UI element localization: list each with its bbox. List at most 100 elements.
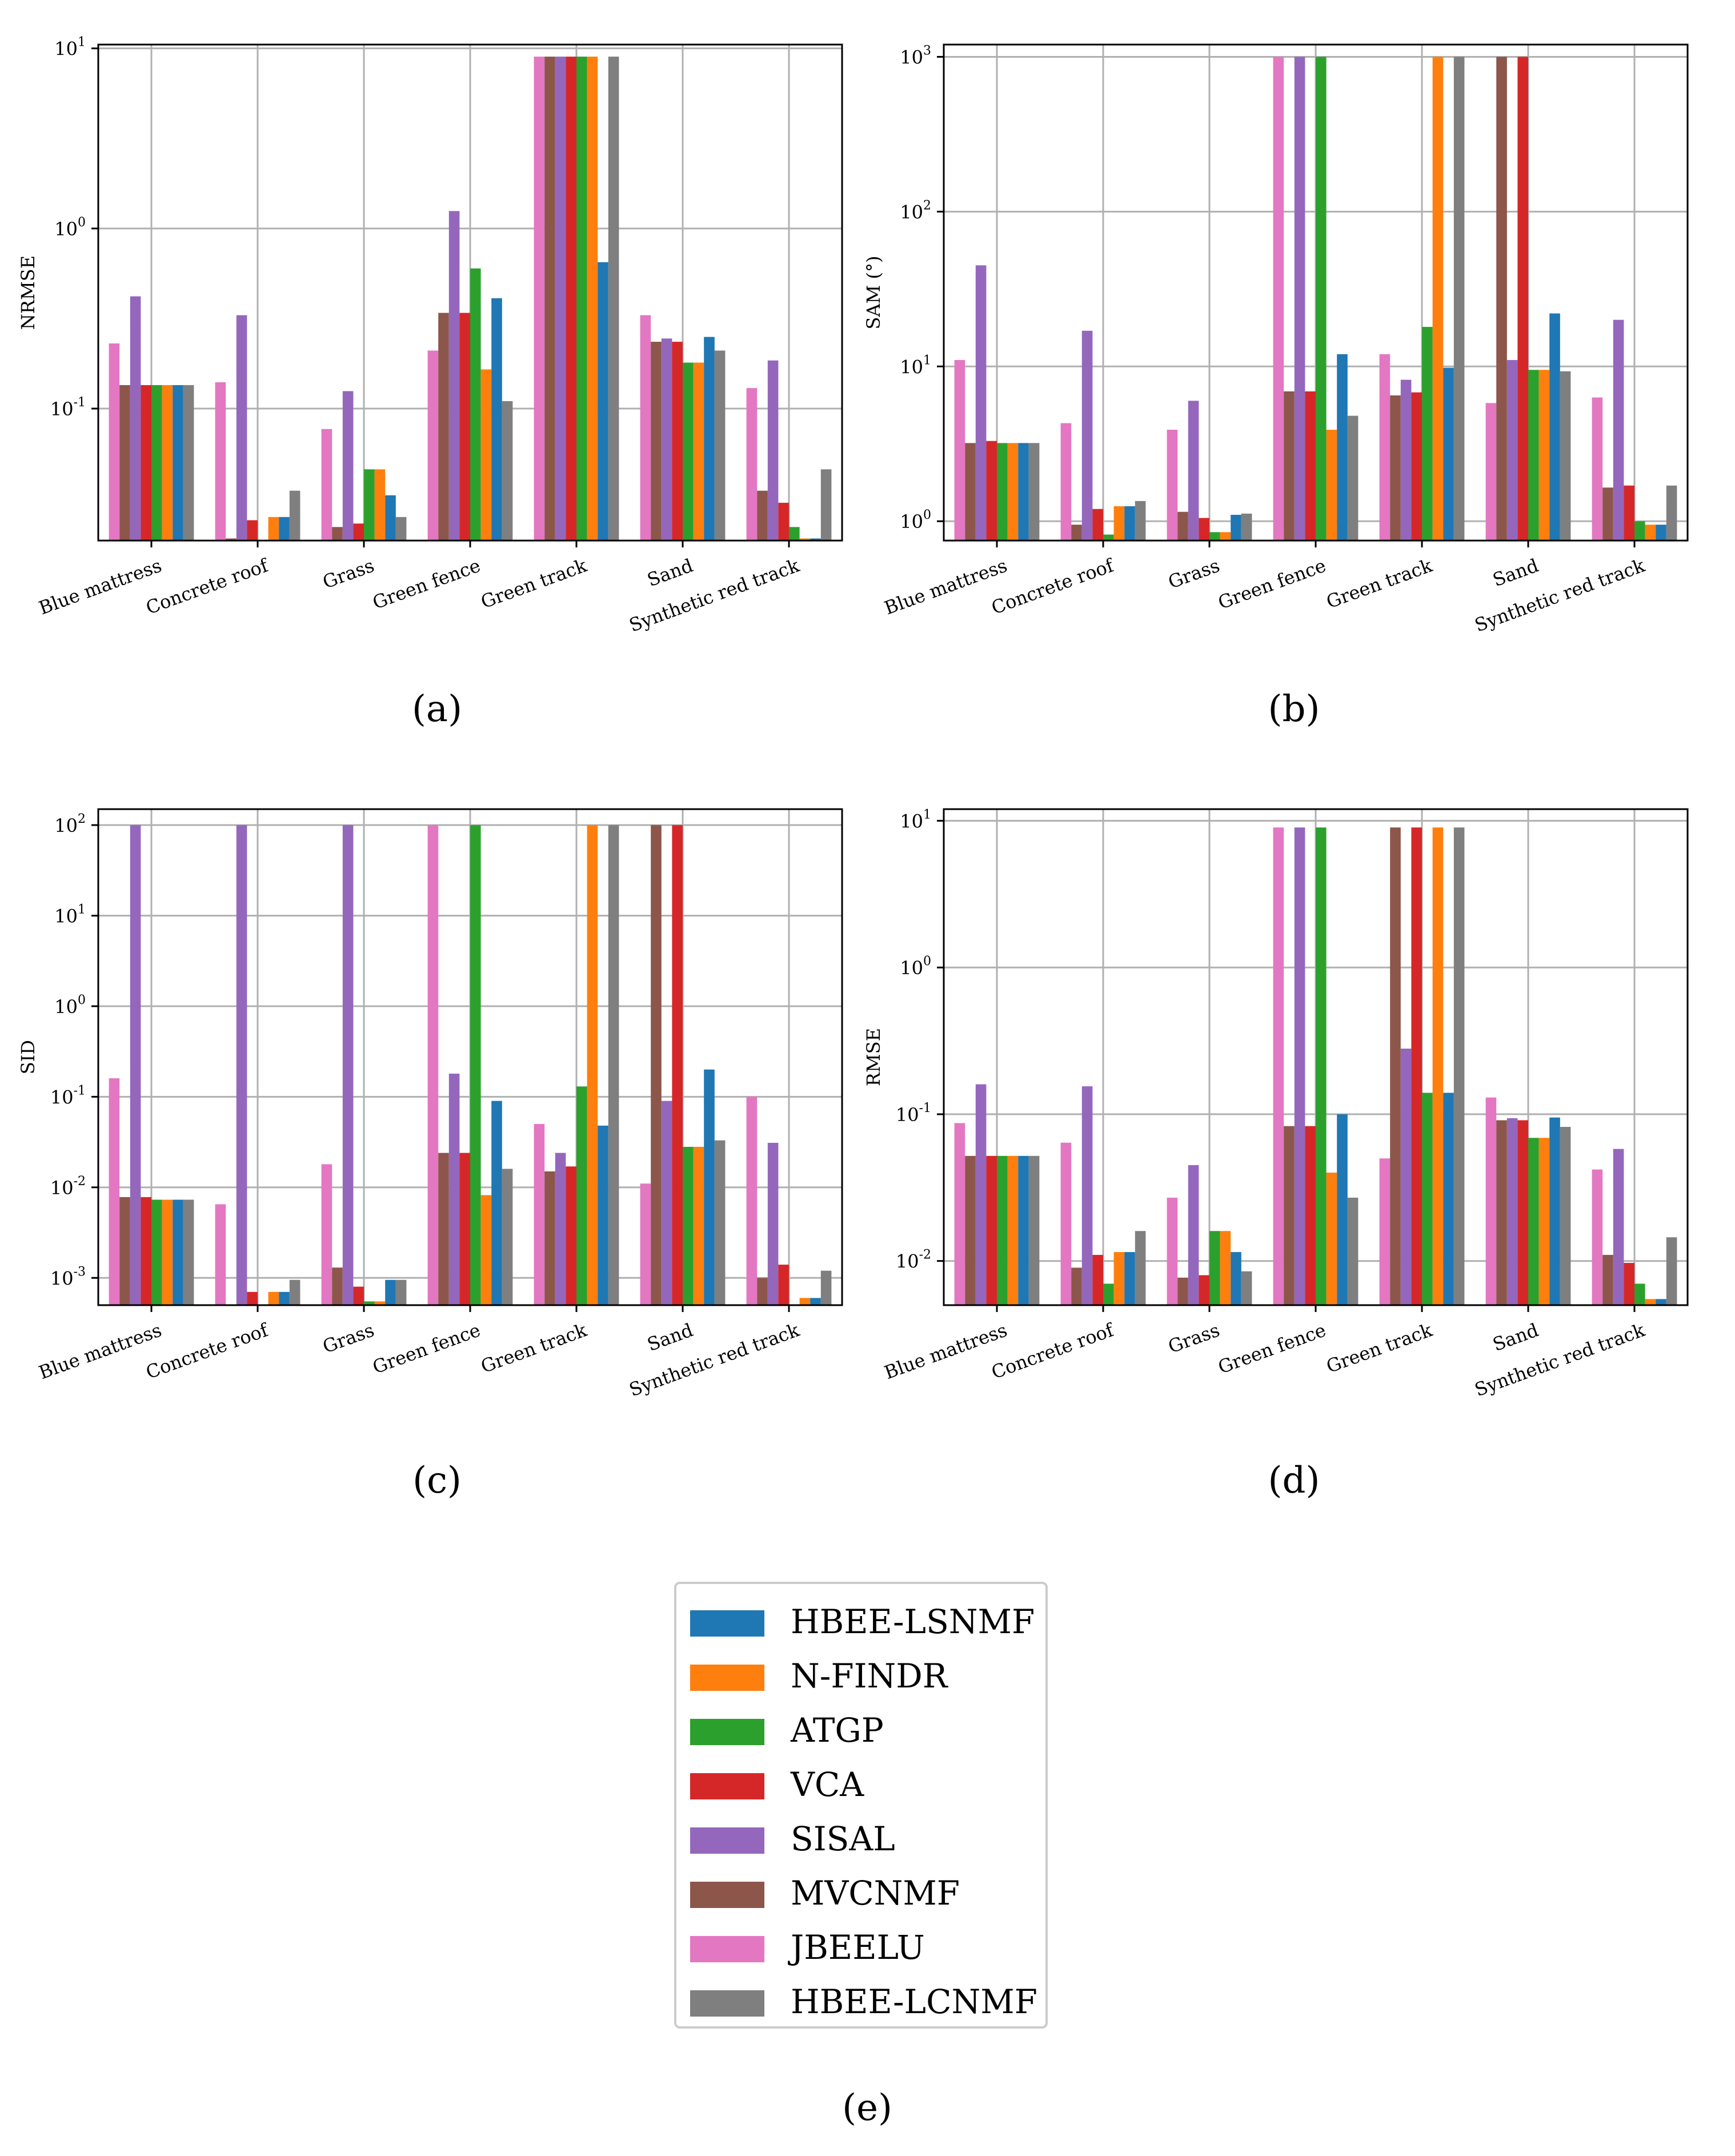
bar-grass-vca xyxy=(353,1286,364,1305)
y-tick-label: 10-1 xyxy=(50,395,86,420)
bar-grass-vca xyxy=(353,523,364,541)
bar-green-track-hbee-lcnmf xyxy=(1453,827,1465,1305)
bar-grass-sisal xyxy=(1188,1165,1199,1305)
bar-concrete-roof-hbee-lcnmf xyxy=(289,490,300,541)
bar-green-track-sisal xyxy=(1400,379,1412,541)
bar-blue-mattress-vca xyxy=(141,385,151,541)
x-tick-label-green-fence: Green fence xyxy=(1215,554,1329,613)
bar-synthetic-red-track-jbeelu xyxy=(1592,1169,1603,1305)
bar-green-track-jbeelu xyxy=(1379,354,1391,541)
bar-grass-jbeelu xyxy=(321,429,332,541)
bar-synthetic-red-track-mvcnmf xyxy=(1602,1255,1613,1305)
y-tick-label: 100 xyxy=(54,993,86,1018)
legend-swatch-jbeelu xyxy=(690,1936,764,1962)
bar-sand-vca xyxy=(1517,57,1528,541)
bar-green-fence-hbee-lsnmf xyxy=(491,298,502,541)
bar-green-track-atgp xyxy=(1422,327,1433,541)
y-tick-label: 10-2 xyxy=(50,1174,86,1199)
legend-swatch-hbee-lsnmf xyxy=(690,1610,764,1637)
legend-frame xyxy=(674,1582,1048,2029)
bar-concrete-roof-hbee-lcnmf xyxy=(289,1279,300,1305)
bar-sand-hbee-lcnmf xyxy=(1560,371,1571,541)
bar-green-fence-sisal xyxy=(1294,57,1305,541)
bar-green-fence-mvcnmf xyxy=(438,313,449,541)
y-tick-label: 102 xyxy=(900,198,931,223)
x-tick-label-grass: Grass xyxy=(320,554,377,593)
bar-blue-mattress-hbee-lcnmf xyxy=(1028,443,1040,541)
bar-blue-mattress-mvcnmf xyxy=(119,1197,130,1305)
legend: HBEE-LSNMF N-FINDR ATGP VCA SISAL MVCNMF JBEEL… xyxy=(674,1582,1048,2029)
y-tick-label: 101 xyxy=(54,35,86,60)
bar-green-fence-atgp xyxy=(470,825,481,1305)
bar-green-fence-hbee-lcnmf xyxy=(1347,1197,1359,1305)
bar-blue-mattress-hbee-lsnmf xyxy=(173,1199,183,1305)
bar-green-fence-vca xyxy=(1305,391,1316,541)
bar-green-track-hbee-lsnmf xyxy=(1443,367,1454,541)
y-axis-label: NRMSE xyxy=(17,255,39,330)
bar-green-track-atgp xyxy=(1422,1093,1433,1305)
bar-blue-mattress-vca xyxy=(986,1155,997,1305)
bar-sand-hbee-lcnmf xyxy=(1560,1127,1571,1305)
bar-blue-mattress-sisal xyxy=(130,296,141,541)
bar-green-track-mvcnmf xyxy=(544,1171,555,1305)
bar-synthetic-red-track-hbee-lsnmf xyxy=(1656,1299,1666,1305)
bar-blue-mattress-n-findr xyxy=(162,385,173,541)
legend-swatch-mvcnmf xyxy=(690,1882,764,1908)
bar-blue-mattress-hbee-lcnmf xyxy=(183,1199,194,1305)
bar-blue-mattress-hbee-lcnmf xyxy=(1028,1155,1040,1305)
panel-d-rmse-chart: 10-2 10-1 100 101 RMSE Blue mattressConcrete … xyxy=(863,807,1689,1401)
legend-swatch-sisal xyxy=(690,1827,764,1854)
bar-concrete-roof-vca xyxy=(247,1291,258,1305)
bar-synthetic-red-track-hbee-lcnmf xyxy=(820,469,832,541)
bar-green-fence-hbee-lcnmf xyxy=(1347,415,1359,541)
bar-green-fence-mvcnmf xyxy=(1284,1126,1295,1305)
x-tick-label-sand: Sand xyxy=(644,554,696,591)
bar-synthetic-red-track-n-findr xyxy=(1645,1299,1656,1305)
bar-sand-n-findr xyxy=(1538,1138,1550,1305)
bar-concrete-roof-jbeelu xyxy=(215,1204,226,1305)
bar-concrete-roof-hbee-lcnmf xyxy=(1135,1231,1146,1305)
bar-green-fence-atgp xyxy=(1316,57,1327,541)
bar-concrete-roof-n-findr xyxy=(1113,1252,1125,1305)
y-tick-label: 10-1 xyxy=(896,1101,931,1126)
bar-green-fence-vca xyxy=(1305,1126,1316,1305)
bar-sand-atgp xyxy=(683,362,694,541)
bar-green-track-n-findr xyxy=(1432,57,1444,541)
bar-blue-mattress-n-findr xyxy=(1007,1155,1019,1305)
bar-concrete-roof-sisal xyxy=(236,825,247,1305)
bar-green-track-hbee-lsnmf xyxy=(1443,1093,1454,1305)
bar-sand-jbeelu xyxy=(1485,403,1497,541)
bar-sand-mvcnmf xyxy=(1496,1120,1507,1305)
bar-synthetic-red-track-hbee-lsnmf xyxy=(1656,525,1666,541)
x-tick-label-green-fence: Green fence xyxy=(1215,1319,1329,1378)
bar-synthetic-red-track-sisal xyxy=(767,360,779,541)
bar-sand-jbeelu xyxy=(640,1183,651,1305)
bar-green-track-hbee-lcnmf xyxy=(1453,57,1465,541)
bar-grass-hbee-lsnmf xyxy=(385,1279,396,1305)
x-tick-label-green-track: Green track xyxy=(1324,1319,1436,1377)
bar-grass-n-findr xyxy=(1220,532,1231,541)
bar-blue-mattress-n-findr xyxy=(1007,443,1019,541)
bar-concrete-roof-n-findr xyxy=(268,517,279,541)
bar-synthetic-red-track-sisal xyxy=(1613,1149,1624,1305)
legend-swatch-n-findr xyxy=(690,1665,764,1691)
bar-sand-hbee-lsnmf xyxy=(704,1069,715,1305)
bar-concrete-roof-n-findr xyxy=(268,1291,279,1305)
bar-grass-n-findr xyxy=(374,469,386,541)
bar-blue-mattress-hbee-lsnmf xyxy=(173,385,183,541)
bar-green-fence-n-findr xyxy=(480,1195,492,1305)
bar-concrete-roof-sisal xyxy=(1081,330,1093,541)
x-tick-label-concrete-roof: Concrete roof xyxy=(143,554,272,619)
caption-a: (a) xyxy=(412,688,462,730)
bar-concrete-roof-jbeelu xyxy=(1060,423,1072,541)
bar-grass-n-findr xyxy=(374,1301,386,1305)
bar-grass-sisal xyxy=(342,391,354,541)
bar-green-fence-atgp xyxy=(470,268,481,541)
legend-label-hbee-lsnmf: HBEE-LSNMF xyxy=(791,1602,1035,1641)
y-tick-label: 100 xyxy=(54,215,86,240)
y-tick-label: 101 xyxy=(900,353,931,378)
bar-synthetic-red-track-jbeelu xyxy=(746,388,758,541)
bar-grass-hbee-lcnmf xyxy=(1241,513,1252,541)
bar-green-fence-atgp xyxy=(1316,827,1327,1305)
bar-blue-mattress-hbee-lcnmf xyxy=(183,385,194,541)
